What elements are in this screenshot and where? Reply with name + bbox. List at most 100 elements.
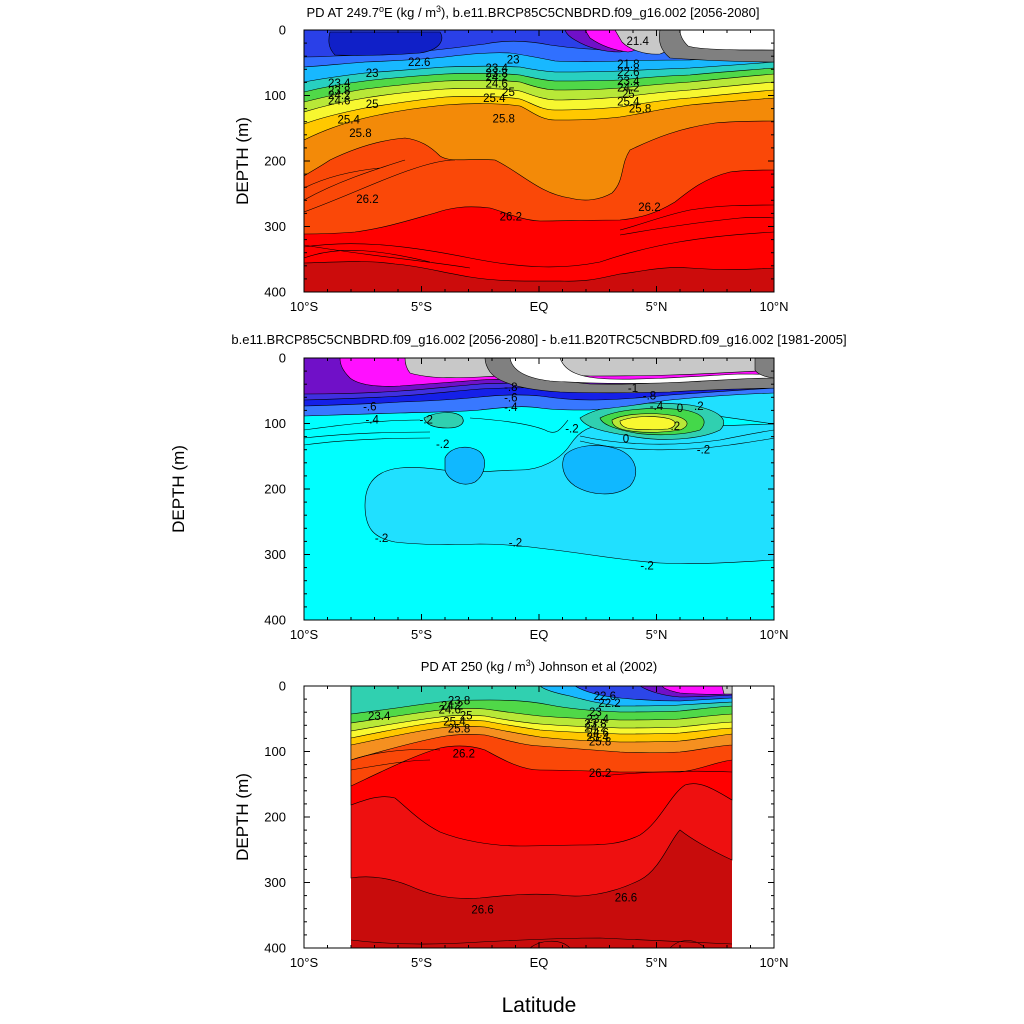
contour-label: 26.2 [356, 194, 378, 206]
contour-label: 24.6 [486, 79, 508, 91]
x-tick-label: 5°S [411, 299, 432, 314]
contour-label: -.8 [643, 390, 656, 402]
contour-label: -.4 [504, 402, 518, 414]
contour-label: 22.6 [617, 67, 639, 79]
contour-label: -.2 [640, 561, 653, 573]
contour-label: -.6 [363, 401, 376, 413]
panel-3-fill [350, 686, 733, 948]
contour-label: 23.4 [617, 76, 640, 88]
y-tick-label: 200 [264, 482, 286, 497]
y-tick-label: 300 [264, 547, 286, 562]
panel-3-contour-labels: 23.423.824.224.62525.425.826.222.622.223… [368, 691, 637, 917]
y-tick-label: 400 [264, 285, 286, 300]
contour-label: 24.2 [328, 90, 350, 102]
contour-label: -.2 [565, 424, 578, 436]
contour-label: 22.6 [594, 691, 616, 703]
contour-label: 24.2 [584, 722, 606, 734]
contour-label: 26.2 [638, 202, 660, 214]
contour-label: 25.8 [493, 113, 515, 125]
x-tick-label: 10°N [759, 627, 788, 642]
x-tick-label: EQ [530, 955, 549, 970]
contour-label: 23.8 [584, 718, 606, 730]
x-tick-label: 10°N [759, 955, 788, 970]
contour-label: 23 [589, 707, 602, 719]
contour-label: 24.6 [328, 96, 350, 108]
contour-label: 24.6 [439, 705, 461, 717]
contour-label: 26.2 [500, 212, 522, 224]
contour-label: 22.2 [598, 698, 620, 710]
contour-label: 25.8 [589, 737, 611, 749]
panel-1-axes: 10°S 5°S EQ 5°N 10°N 0 100 200 300 400 [264, 23, 788, 315]
panel-2-fill [304, 358, 774, 620]
contour-label: -.8 [504, 382, 517, 394]
contour-label: -.2 [375, 533, 388, 545]
y-tick-label: 300 [264, 875, 286, 890]
y-tick-label: 400 [264, 941, 286, 956]
figure-xlabel: Latitude [502, 994, 577, 1017]
x-tick-label: 5°N [646, 955, 668, 970]
y-tick-label: 0 [279, 679, 286, 694]
contour-label: 25.4 [483, 93, 506, 105]
panel-2-axes: 10°S 5°S EQ 5°N 10°N 0 100 200 300 400 [264, 351, 788, 643]
contour-label: 0 [623, 434, 629, 446]
contour-label: 25.8 [629, 104, 651, 116]
contour-label: -.4 [650, 401, 664, 413]
contour-label: 25.8 [349, 128, 371, 140]
x-tick-label: EQ [530, 299, 549, 314]
contour-label: -.2 [436, 439, 449, 451]
y-tick-label: 0 [279, 23, 286, 38]
y-tick-label: 100 [264, 416, 286, 431]
panel-2-contour-labels: -.8-.6-.4-.6-.4 -.2-.2-.2-1-.8-.4 0.2.20-.… [363, 382, 710, 573]
contour-label: 25 [622, 89, 635, 101]
panel-1: PD AT 249.7oE (kg / m3), b.e11.BRCP85C5C… [233, 4, 789, 315]
contour-label: 23.8 [448, 695, 470, 707]
contour-label: 26.6 [471, 904, 493, 916]
contour-label: 0 [677, 403, 683, 415]
contour-label: 21.4 [627, 36, 650, 48]
panel-2: b.e11.BRCP85C5CNBDRD.f09_g16.002 [2056-2… [169, 332, 847, 642]
panel-3-axes: 10°S 5°S EQ 5°N 10°N 0 100 200 300 400 [264, 679, 788, 971]
contour-label: 25.4 [617, 96, 640, 108]
contour-label: 24.2 [617, 83, 639, 95]
panel-3-title: PD AT 250 (kg / m3) Johnson et al (2002) [421, 658, 658, 674]
y-tick-label: 400 [264, 613, 286, 628]
panel-1-title: PD AT 249.7oE (kg / m3), b.e11.BRCP85C5C… [306, 4, 759, 20]
panel-1-ylabel: DEPTH (m) [233, 117, 252, 205]
contour-label: 23 [507, 54, 520, 66]
contour-label: 25 [366, 99, 379, 111]
x-tick-label: 5°N [646, 627, 668, 642]
contour-label: 24.2 [441, 701, 463, 713]
y-tick-label: 300 [264, 219, 286, 234]
y-tick-label: 100 [264, 88, 286, 103]
panel-2-ylabel: DEPTH (m) [169, 445, 188, 533]
contour-label: 23.4 [587, 714, 610, 726]
x-tick-label: 10°S [290, 299, 319, 314]
x-tick-label: 5°S [411, 627, 432, 642]
contour-label: -.2 [419, 415, 432, 427]
contour-label: -.4 [365, 415, 379, 427]
contour-label: 22.6 [408, 57, 430, 69]
contour-label: 26.6 [615, 893, 637, 905]
contour-label: 23.8 [486, 68, 508, 80]
contour-label: 26.2 [589, 768, 611, 780]
x-tick-label: 5°N [646, 299, 668, 314]
x-tick-label: 10°N [759, 299, 788, 314]
x-tick-label: 10°S [290, 627, 319, 642]
contour-label: 23.4 [486, 63, 509, 75]
y-tick-label: 200 [264, 154, 286, 169]
contour-label: 25.8 [448, 724, 470, 736]
y-tick-label: 200 [264, 810, 286, 825]
x-tick-label: 10°S [290, 955, 319, 970]
panel-2-title: b.e11.BRCP85C5CNBDRD.f09_g16.002 [2056-2… [231, 332, 846, 347]
contour-label: -1 [628, 383, 638, 395]
x-tick-label: 5°S [411, 955, 432, 970]
contour-label: 21.8 [617, 59, 639, 71]
y-tick-label: 100 [264, 744, 286, 759]
contour-label: 25.4 [443, 716, 466, 728]
contour-label: 23.4 [328, 78, 351, 90]
contour-label: .2 [671, 421, 681, 433]
panel-3: PD AT 250 (kg / m3) Johnson et al (2002)… [233, 658, 789, 970]
x-tick-label: EQ [530, 627, 549, 642]
